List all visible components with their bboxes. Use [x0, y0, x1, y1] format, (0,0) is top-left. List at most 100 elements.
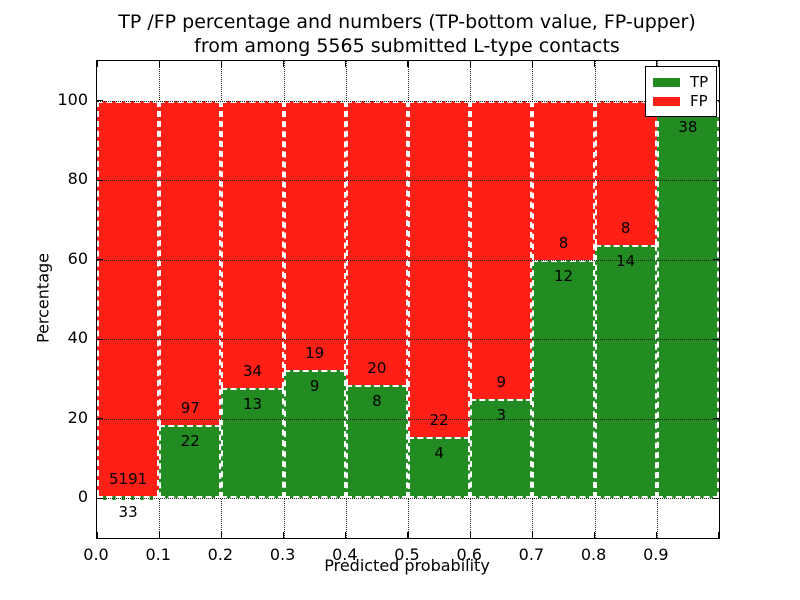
x-tick-label-0.1: 0.1 — [145, 545, 171, 564]
x-tick-label-0.2: 0.2 — [207, 545, 234, 564]
tick-y-left-0 — [97, 497, 103, 499]
bar-label-tp-0.1-0.2: 22 — [180, 431, 200, 450]
gridline-horizontal-0 — [97, 498, 719, 500]
tick-x-bottom-0.7 — [531, 532, 534, 538]
gridline-horizontal-100 — [97, 100, 719, 102]
tick-x-bottom-0.1 — [158, 532, 160, 538]
bar-label-tp-0.3-0.4: 9 — [309, 377, 320, 396]
chart-title-line2: from among 5565 submitted L-type contact… — [194, 35, 620, 57]
tick-x-top-0 — [96, 61, 98, 67]
bar-label-tp-0.6-0.7: 3 — [496, 405, 507, 424]
legend: TP FP — [645, 66, 717, 117]
bar-label-fp-0.8-0.9: 8 — [620, 219, 631, 238]
tick-y-left-20 — [97, 418, 103, 420]
chart-title: TP /FP percentage and numbers (TP-bottom… — [96, 10, 718, 58]
chart-title-line1: TP /FP percentage and numbers (TP-bottom… — [118, 11, 696, 33]
tick-y-right-0 — [713, 497, 719, 499]
x-tick-label-0.5: 0.5 — [394, 545, 420, 564]
y-tick-label-80: 80 — [67, 169, 88, 189]
tick-y-left-80 — [97, 179, 103, 181]
bar-label-tp-0.9-1.0: 38 — [678, 117, 698, 136]
tick-x-top-0.9 — [656, 61, 658, 67]
tick-x-bottom-1 — [718, 532, 720, 538]
tick-y-right-80 — [713, 179, 719, 181]
tick-x-top-0.4 — [345, 61, 347, 67]
bar-segment-fp-0.8-0.9 — [594, 100, 657, 246]
x-tick-label-0.7: 0.7 — [518, 545, 545, 564]
bar-label-fp-0.7-0.8: 8 — [558, 233, 569, 252]
x-tick-label-0.9: 0.9 — [643, 545, 669, 564]
x-tick-label-0.4: 0.4 — [332, 545, 358, 564]
bar-segment-fp-0.4-0.5 — [345, 100, 408, 385]
gridline-horizontal-60 — [97, 259, 719, 261]
gridline-horizontal-80 — [97, 180, 719, 182]
legend-swatch-tp — [653, 77, 680, 87]
legend-label-tp: TP — [690, 73, 709, 91]
tick-x-top-0.2 — [220, 61, 223, 67]
bar-segment-fp-0.5-0.6 — [408, 100, 471, 438]
tick-x-bottom-0.3 — [282, 532, 285, 538]
legend-label-fp: FP — [690, 92, 708, 110]
gridline-horizontal-40 — [97, 339, 719, 341]
tick-x-bottom-0.8 — [593, 532, 596, 538]
gridline-horizontal-20 — [97, 418, 719, 420]
y-tick-label-60: 60 — [67, 248, 88, 268]
bar-label-fp-0.2-0.3: 34 — [242, 362, 263, 381]
x-tick-label-0.0: 0.0 — [83, 545, 109, 564]
y-tick-label-0: 0 — [77, 487, 88, 507]
tick-x-top-0.1 — [158, 61, 160, 67]
y-tick-label-40: 40 — [67, 328, 88, 348]
tick-x-top-0.5 — [407, 61, 409, 67]
tick-y-right-40 — [713, 338, 719, 340]
tick-x-bottom-0.9 — [656, 532, 658, 538]
legend-item-tp: TP — [653, 73, 709, 91]
bar-label-fp-0.6-0.7: 9 — [496, 372, 507, 391]
bar-segment-tp-0.6-0.7 — [470, 398, 533, 499]
bar-segment-tp-0.9-1.0 — [656, 110, 719, 499]
bar-segment-tp-0.4-0.5 — [345, 384, 408, 499]
bar-segment-tp-0.2-0.3 — [221, 388, 284, 499]
tick-x-top-0.6 — [469, 61, 471, 67]
tick-x-bottom-0.4 — [345, 532, 347, 538]
tick-x-bottom-0.2 — [220, 532, 223, 538]
bar-label-fp-0.3-0.4: 19 — [305, 344, 325, 363]
legend-swatch-fp — [653, 96, 680, 106]
bar-segment-fp-0.1-0.2 — [159, 100, 222, 425]
y-tick-label-100: 100 — [57, 89, 88, 109]
y-tick-label-20: 20 — [67, 407, 88, 427]
tick-x-bottom-0 — [96, 532, 98, 538]
bar-segment-tp-0.8-0.9 — [594, 245, 657, 499]
bar-segment-fp-0.6-0.7 — [470, 100, 533, 399]
x-axis-label: Predicted probability — [324, 556, 490, 575]
tick-x-top-1 — [718, 61, 720, 67]
bar-label-tp-0.5-0.6: 4 — [434, 444, 444, 463]
bar-segment-tp-0.3-0.4 — [283, 370, 346, 499]
legend-item-fp: FP — [653, 92, 709, 110]
bar-label-tp-0.4-0.5: 8 — [372, 391, 382, 410]
bar-segment-tp-0.5-0.6 — [408, 437, 471, 499]
bar-label-fp-0.1-0.2: 97 — [180, 398, 200, 417]
tick-x-top-0.8 — [593, 61, 596, 67]
bar-segment-fp-0.3-0.4 — [283, 100, 346, 371]
x-tick-label-0.8: 0.8 — [580, 545, 607, 564]
bar-label-fp-0.4-0.5: 20 — [367, 358, 387, 377]
bar-label-fp-0.0-0.1: 5191 — [109, 469, 148, 488]
bar-segment-fp-0.0-0.1 — [97, 100, 160, 496]
bar-segment-tp-0.7-0.8 — [532, 259, 595, 499]
bar-segment-fp-0.2-0.3 — [221, 100, 284, 389]
bar-label-tp-0.2-0.3: 13 — [242, 395, 263, 414]
bar-label-fp-0.5-0.6: 22 — [429, 411, 449, 430]
x-tick-label-0.3: 0.3 — [269, 545, 296, 564]
bar-segment-tp-0.1-0.2 — [159, 424, 222, 499]
tick-y-right-20 — [713, 418, 719, 420]
tick-x-bottom-0.6 — [469, 532, 471, 538]
tick-y-left-60 — [97, 259, 103, 261]
bar-label-tp-0.7-0.8: 12 — [553, 266, 574, 285]
x-tick-label-0.6: 0.6 — [456, 545, 482, 564]
tick-y-left-40 — [97, 338, 103, 340]
tick-y-left-100 — [97, 100, 103, 102]
tick-x-top-0.3 — [282, 61, 285, 67]
bar-label-tp-0.0-0.1: 33 — [118, 502, 138, 521]
tick-x-top-0.7 — [531, 61, 534, 67]
